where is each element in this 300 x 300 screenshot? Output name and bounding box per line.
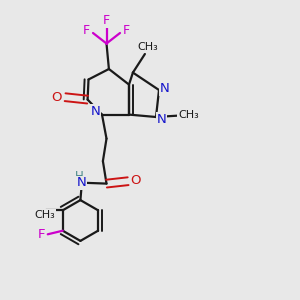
Text: F: F — [83, 24, 90, 37]
Text: CH₃: CH₃ — [137, 42, 158, 52]
Text: CH₃: CH₃ — [178, 110, 199, 120]
Text: F: F — [103, 14, 110, 27]
Text: CH₃: CH₃ — [34, 210, 55, 220]
Text: O: O — [130, 174, 141, 187]
Text: F: F — [123, 24, 130, 37]
Text: N: N — [157, 113, 166, 126]
Text: F: F — [38, 228, 46, 241]
Text: N: N — [160, 82, 170, 95]
Text: H: H — [74, 169, 83, 183]
Text: N: N — [91, 105, 100, 118]
Text: O: O — [51, 91, 61, 104]
Text: N: N — [77, 176, 87, 189]
